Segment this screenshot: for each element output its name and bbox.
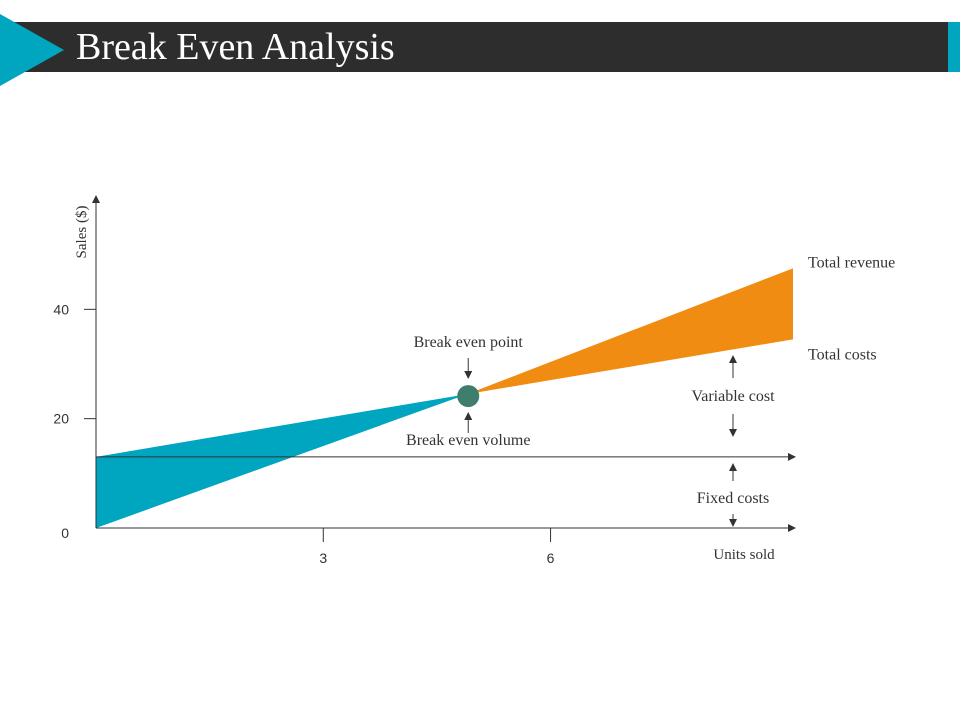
x-axis-title: Units sold — [713, 547, 775, 563]
y-tick-label: 40 — [53, 301, 69, 317]
break-even-volume-label: Break even volume — [406, 432, 530, 449]
slide-title: Break Even Analysis — [76, 26, 395, 68]
title-bar — [10, 22, 948, 72]
y-axis-title: Sales ($) — [74, 206, 90, 259]
series-label-total-costs: Total costs — [808, 346, 877, 363]
fixed-costs-label: Fixed costs — [697, 490, 769, 507]
title-triangle-icon — [0, 14, 64, 86]
profit-area — [467, 268, 793, 395]
break-even-point-marker — [457, 385, 480, 408]
break-even-point-label: Break even point — [414, 334, 524, 351]
title-right-accent — [948, 22, 960, 72]
series-label-total-revenue: Total revenue — [808, 254, 895, 271]
variable-cost-label: Variable cost — [691, 388, 775, 405]
x-tick-label: 3 — [319, 550, 327, 566]
loss-area — [96, 394, 468, 528]
x-tick-label: 6 — [547, 550, 555, 566]
y-tick-label: 20 — [53, 411, 69, 427]
y-tick-label: 0 — [61, 525, 69, 541]
